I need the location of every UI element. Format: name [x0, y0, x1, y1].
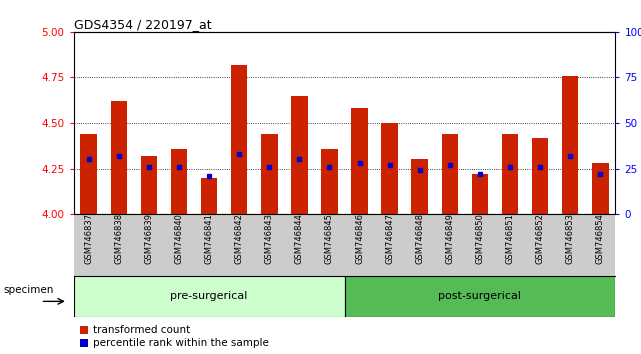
Bar: [502, 134, 519, 214]
Text: pre-surgerical: pre-surgerical: [171, 291, 248, 302]
Bar: [592, 163, 608, 214]
Bar: [111, 101, 127, 214]
Bar: [532, 138, 549, 214]
Text: specimen: specimen: [4, 285, 54, 295]
Bar: [261, 134, 278, 214]
Bar: [351, 108, 368, 214]
Bar: [472, 174, 488, 214]
Bar: [81, 134, 97, 214]
Bar: [345, 276, 615, 317]
Bar: [74, 276, 345, 317]
Text: GDS4354 / 220197_at: GDS4354 / 220197_at: [74, 18, 212, 31]
Bar: [442, 134, 458, 214]
Bar: [80, 326, 88, 334]
Bar: [231, 65, 247, 214]
Bar: [291, 96, 308, 214]
Bar: [201, 178, 217, 214]
Bar: [381, 123, 398, 214]
Text: percentile rank within the sample: percentile rank within the sample: [93, 338, 269, 348]
Bar: [171, 149, 187, 214]
Bar: [80, 339, 88, 347]
Text: post-surgerical: post-surgerical: [438, 291, 521, 302]
Bar: [140, 156, 157, 214]
Bar: [412, 159, 428, 214]
Bar: [321, 149, 338, 214]
Bar: [562, 76, 578, 214]
Text: transformed count: transformed count: [93, 325, 190, 335]
